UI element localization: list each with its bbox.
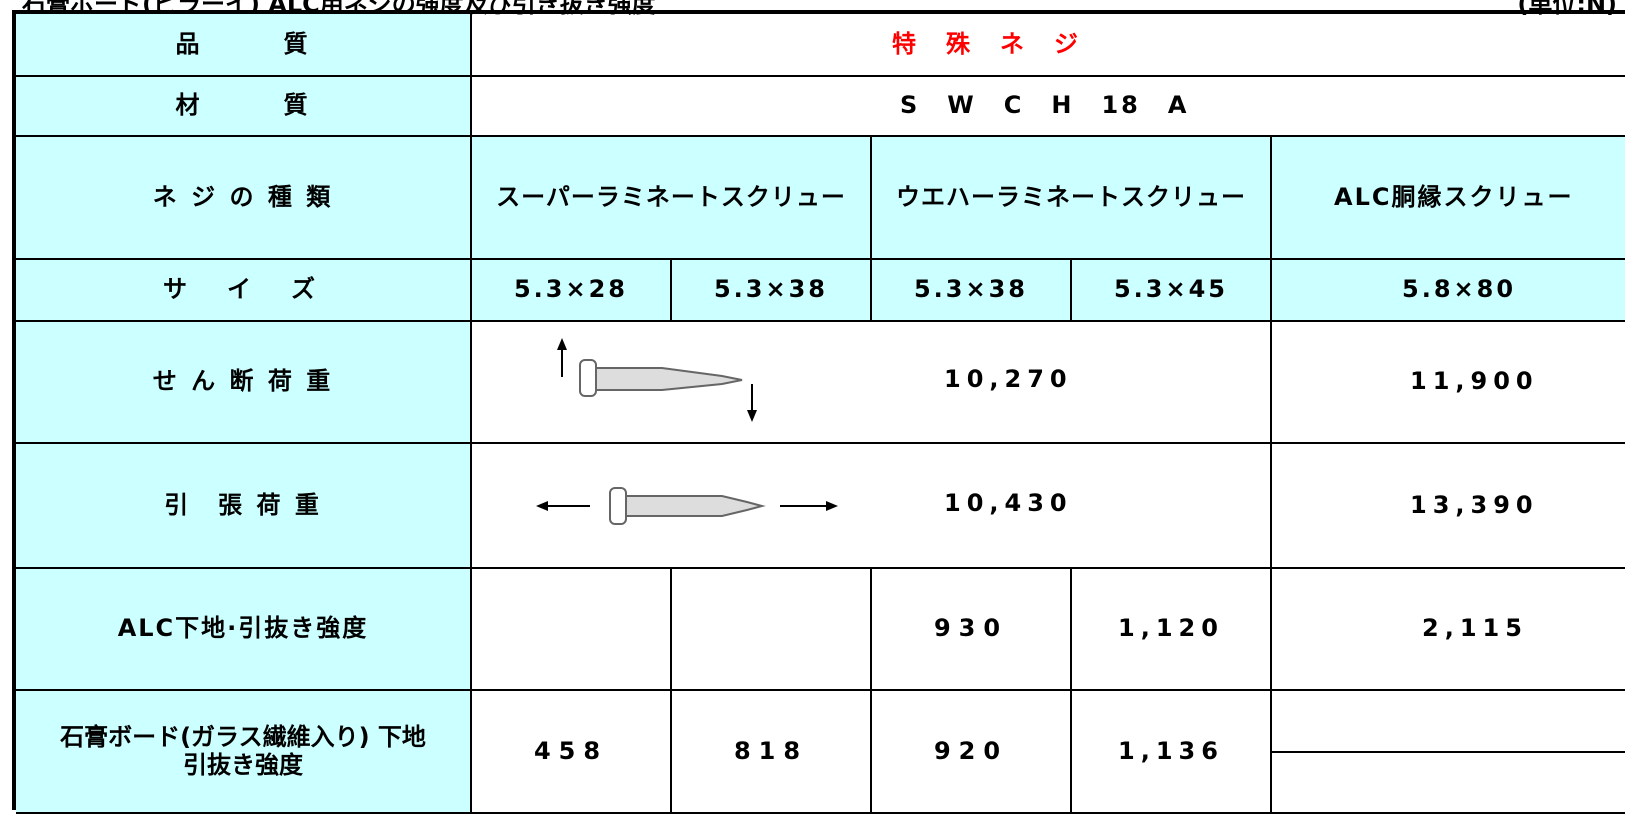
cell: 930	[872, 569, 1072, 691]
cell	[472, 569, 672, 691]
cell: 特 殊 ネ ジ	[472, 14, 1625, 77]
cell: S W C H 18 A	[472, 77, 1625, 137]
cell: 1,136	[1072, 691, 1272, 814]
cell: 5.3×28	[472, 260, 672, 322]
table: 品 質 特 殊 ネ ジ 材 質 S W C H 18 A ネ ジ の 種 類 ス…	[12, 10, 1625, 814]
tensile-screw-icon	[536, 487, 838, 525]
row-label: せ ん 断 荷 重	[16, 322, 472, 444]
row-label: サ イ ズ	[16, 260, 472, 322]
cell: 13,390	[1272, 444, 1625, 569]
cell	[1272, 753, 1625, 814]
cell	[1272, 691, 1625, 753]
row-label: 石膏ボード(ガラス繊維入り) 下地 引抜き強度	[16, 691, 472, 814]
cell: ALC胴縁スクリュー	[1272, 137, 1625, 260]
cell: 5.3×45	[1072, 260, 1272, 322]
value: 10,270	[944, 365, 1073, 393]
cell: スーパーラミネートスクリュー	[472, 137, 872, 260]
cell: 5.8×80	[1272, 260, 1625, 322]
value: 10,430	[944, 489, 1073, 517]
label-line: 引抜き強度	[183, 750, 303, 779]
cell: 1,120	[1072, 569, 1272, 691]
row-label: ALC下地·引抜き強度	[16, 569, 472, 691]
cell: 818	[672, 691, 872, 814]
cell: 11,900	[1272, 322, 1625, 444]
row-label: 引 張 荷 重	[16, 444, 472, 569]
row-label: 品 質	[16, 14, 472, 77]
shear-screw-icon	[557, 338, 757, 422]
row-label: 材 質	[16, 77, 472, 137]
cell: 458	[472, 691, 672, 814]
cell	[672, 569, 872, 691]
label-line: 石膏ボード(ガラス繊維入り) 下地	[60, 722, 426, 751]
cell: 5.3×38	[672, 260, 872, 322]
cell: 5.3×38	[872, 260, 1072, 322]
cell: ウエハーラミネートスクリュー	[872, 137, 1272, 260]
cell: 2,115	[1272, 569, 1625, 691]
cell: 920	[872, 691, 1072, 814]
cell: 10,430	[472, 444, 1272, 569]
cell: 10,270	[472, 322, 1272, 444]
row-label: ネ ジ の 種 類	[16, 137, 472, 260]
